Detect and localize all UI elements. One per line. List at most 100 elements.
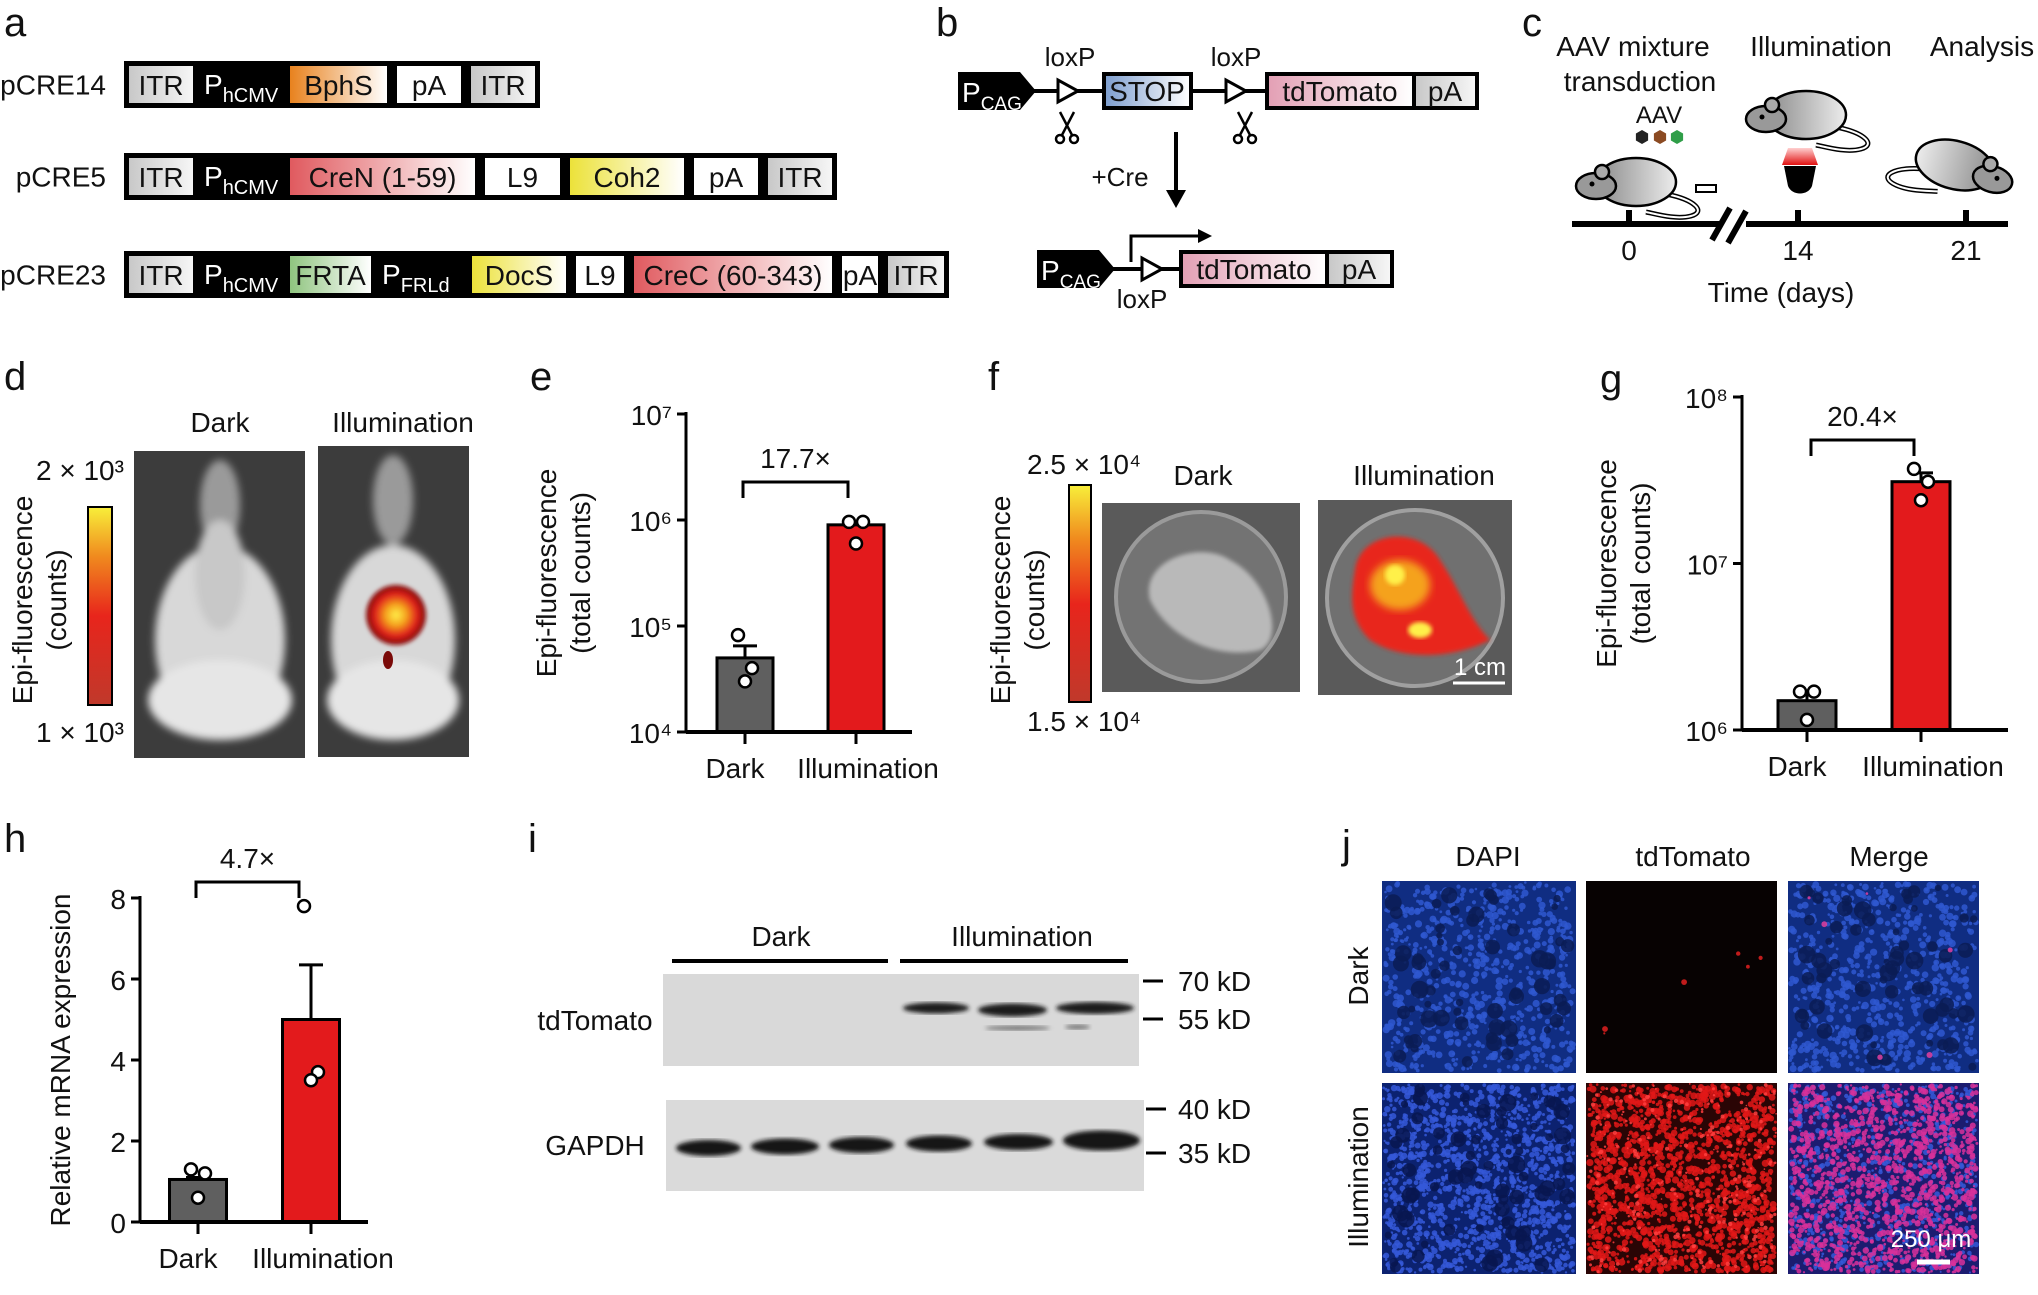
panel-a-constructs: pCRE14 ITR PhCMV BphS pA ITR pCRE5 ITR PhCMV CreN… — [0, 61, 949, 298]
band-tdtomato — [903, 1002, 969, 1014]
marker-label: 70 kD — [1178, 966, 1251, 997]
column-label-dark: Dark — [190, 407, 250, 438]
promoter-arrow — [198, 251, 291, 298]
marker-label: 55 kD — [1178, 1004, 1251, 1035]
step-label: Illumination — [1750, 31, 1892, 62]
pa-label: pA — [1428, 76, 1463, 107]
y-tick-label: 10⁷ — [1687, 550, 1728, 581]
fold-change-label: 4.7× — [220, 843, 275, 874]
significance-bracket — [1809, 438, 1916, 456]
loxp-triangle-icon — [1140, 255, 1166, 283]
column-label-dapi: DAPI — [1455, 841, 1520, 872]
syringe-icon — [1695, 184, 1717, 193]
y-axis-label: (total counts) — [565, 492, 596, 654]
column-label-merge: Merge — [1849, 841, 1928, 872]
segment-label: L9 — [507, 162, 538, 193]
column-label-dark: Dark — [1173, 460, 1233, 491]
panel-label-i: i — [528, 817, 537, 861]
x-tick-label: Dark — [158, 1243, 218, 1274]
segment-plain: pA — [694, 158, 758, 195]
segment-gene: BphS — [290, 66, 387, 103]
tile-dark-tdtomato — [1586, 881, 1777, 1073]
arrow-down-icon — [1166, 190, 1186, 208]
timepoint-label: 14 — [1782, 235, 1813, 266]
mouse-illustrations — [1574, 89, 2014, 220]
y-tick-label: 2 — [110, 1127, 126, 1158]
colorbar-ylabel: Epi-fluorescence — [985, 496, 1016, 705]
data-point — [1792, 684, 1808, 699]
row-label-illumination: Illumination — [1343, 1106, 1374, 1248]
x-tick-label: Dark — [705, 753, 765, 784]
colorbar-ylabel-unit: (counts) — [1019, 549, 1050, 650]
colorbar-max: 2.5 × 10⁴ — [1027, 449, 1141, 480]
tile-illumination-merge — [1788, 1083, 1979, 1274]
aav-hexagon-icon — [1670, 130, 1684, 144]
row-label-dark: Dark — [1343, 945, 1374, 1005]
pa-segment — [1329, 254, 1390, 284]
column-label-tdtomato: tdTomato — [1635, 841, 1750, 872]
segment-itr: ITR — [129, 256, 193, 293]
tile-dark-dapi — [1382, 881, 1576, 1073]
marker-label: 40 kD — [1178, 1094, 1251, 1125]
timepoint-label: 0 — [1621, 235, 1637, 266]
fold-change-label: 20.4× — [1827, 401, 1898, 432]
bar-illumination — [826, 523, 886, 734]
segment-promoter: PhCMV — [198, 61, 291, 108]
segment-label: ITR — [480, 70, 525, 101]
promoter-cag-top — [958, 72, 1036, 110]
svg-text:PCAG: PCAG — [962, 77, 1022, 115]
data-point — [1906, 461, 1922, 477]
construct-name: pCRE23 — [0, 260, 106, 291]
segment-label: ITR — [138, 70, 183, 101]
y-axis-label: (total counts) — [1625, 483, 1656, 645]
tdtomato-gene — [1269, 76, 1412, 106]
light-beam-icon — [1782, 148, 1818, 165]
segment-gene: CreC (60-343) — [634, 256, 832, 293]
panel-label-c: c — [1522, 1, 1542, 45]
loxp-label: loxP — [1117, 284, 1168, 314]
data-point — [841, 514, 857, 530]
band-faint — [1065, 1024, 1090, 1030]
chart-g-epifluorescence-tissue: Dark Illumination 10⁶ 10⁷ 10⁸ Epi-fluorescenc… — [1591, 383, 2008, 782]
scale-bar-label: 1 cm — [1454, 654, 1506, 681]
segment-label: Coh2 — [594, 162, 661, 193]
promoter-arrow — [376, 251, 473, 298]
loxp-triangle-icon — [1056, 77, 1082, 105]
segment-itr: ITR — [129, 66, 193, 103]
colorbar-ylabel: Epi-fluorescence — [7, 496, 38, 705]
svg-text:PCAG: PCAG — [1041, 255, 1101, 293]
data-point — [303, 1073, 319, 1088]
segment-itr: ITR — [129, 158, 193, 195]
blot-bands — [676, 1002, 1140, 1156]
blot-tdtomato — [663, 974, 1139, 1066]
cre-label: +Cre — [1091, 162, 1148, 192]
segment-label: FRTA — [295, 260, 366, 291]
panel-label-e: e — [530, 355, 552, 399]
tdtomato-label: tdTomato — [1282, 76, 1397, 107]
group-label-illumination: Illumination — [951, 921, 1093, 952]
segment-label: ITR — [138, 260, 183, 291]
segment-label: ITR — [138, 162, 183, 193]
tdtomato-label: tdTomato — [1196, 254, 1311, 285]
data-point — [1806, 684, 1822, 699]
timeline-xlabel: Time (days) — [1708, 277, 1855, 308]
aav-particles-icon — [1635, 130, 1684, 144]
bar-illumination — [281, 1018, 341, 1224]
bar-dark — [715, 656, 775, 734]
tile-dark-merge — [1788, 881, 1979, 1073]
colorbar — [1068, 484, 1092, 703]
data-point — [190, 1190, 206, 1205]
segment-promoter: PhCMV — [198, 251, 291, 298]
mouse-analysis-icon — [1885, 138, 2014, 195]
loxp-triangle-icon — [1224, 77, 1250, 105]
segment-label: CreN (1-59) — [309, 162, 457, 193]
row-label-tdtomato: tdTomato — [537, 1005, 652, 1036]
band-tdtomato — [978, 1003, 1047, 1017]
lamp-icon — [1784, 166, 1816, 194]
x-tick-label: Dark — [1767, 751, 1827, 782]
mouse-image-illumination — [318, 446, 469, 757]
mouse-image-dark — [134, 451, 305, 758]
data-point — [730, 627, 746, 643]
significance-bracket — [194, 880, 301, 898]
